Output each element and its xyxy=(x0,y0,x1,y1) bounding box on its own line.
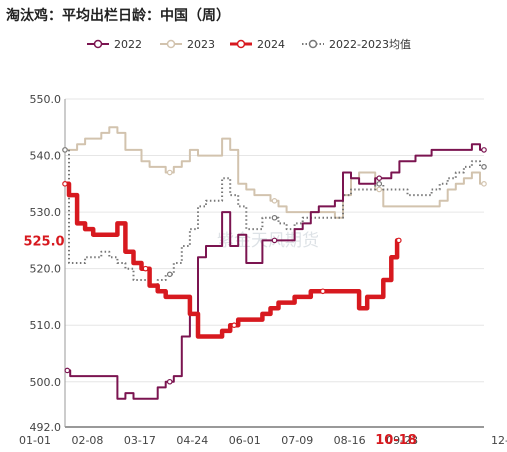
chart-title: 淘汰鸡：平均出栏日龄：中国（周） xyxy=(6,7,230,24)
tick-labels: 492.0 500.0 510.0 520.0 530.0 540.0 550.0 01-01… xyxy=(19,93,507,448)
series-point xyxy=(271,197,278,204)
legend-label: 2023 xyxy=(187,38,215,51)
series-point xyxy=(166,169,173,176)
series-point xyxy=(62,147,68,153)
series-line-2023 xyxy=(65,126,484,219)
series-point xyxy=(320,288,326,295)
series-line-2022-2023均值 xyxy=(65,148,484,287)
series-point xyxy=(376,175,383,181)
legend-label: 2022-2023均值 xyxy=(329,38,411,51)
y-tick-label: 540.0 xyxy=(30,150,62,163)
series-point xyxy=(64,367,71,374)
x-tick-label: 12-31 xyxy=(491,434,507,447)
y-tick-label: 500.0 xyxy=(30,376,62,389)
x-tick-label: 07-09 xyxy=(281,434,313,447)
series-line-2022 xyxy=(67,143,484,400)
x-tick-label: 04-24 xyxy=(176,434,208,447)
x-tick-label: 01-01 xyxy=(19,434,51,447)
legend-item-2022[interactable]: 2022 xyxy=(87,38,142,51)
series-point xyxy=(271,237,278,244)
series-line-2024 xyxy=(65,181,400,339)
axes xyxy=(64,99,484,428)
y-tick-label: 510.0 xyxy=(30,319,62,332)
series-point xyxy=(481,147,487,153)
x-tick-label: 08-16 xyxy=(334,434,366,447)
y-highlight-label: 525.0 xyxy=(23,234,64,249)
x-tick-label: 03-17 xyxy=(124,434,156,447)
y-tick-label: 530.0 xyxy=(30,206,62,219)
series-point xyxy=(376,186,383,193)
x-tick-label-highlight: 10-18 xyxy=(375,433,417,448)
legend-item-2023[interactable]: 2023 xyxy=(160,38,215,51)
legend-marker xyxy=(308,39,318,49)
x-tick-label: 06-01 xyxy=(229,434,261,447)
series-point xyxy=(166,271,173,278)
y-tick-label: 520.0 xyxy=(30,263,62,276)
legend-marker xyxy=(166,39,176,49)
series-layer xyxy=(62,126,487,400)
series-point xyxy=(166,378,173,385)
series-point xyxy=(62,181,68,187)
series-point xyxy=(231,322,238,329)
legend-marker xyxy=(93,39,103,49)
series-point xyxy=(396,237,402,244)
series-point xyxy=(376,181,383,187)
legend[interactable]: 2022 2023 2024 2022-2023均值 xyxy=(87,38,411,51)
y-tick-label: 550.0 xyxy=(30,93,62,106)
legend-marker xyxy=(236,39,246,49)
legend-label: 2022 xyxy=(114,38,142,51)
x-tick-label: 02-08 xyxy=(71,434,103,447)
series-point xyxy=(481,164,487,170)
legend-item-2024[interactable]: 2024 xyxy=(230,38,285,51)
legend-label: 2024 xyxy=(257,38,285,51)
gridlines xyxy=(65,98,484,428)
series-point xyxy=(142,265,149,272)
y-tick-label: 492.0 xyxy=(30,421,62,434)
x-tick-label: 09-23 xyxy=(386,434,418,447)
series-point xyxy=(481,181,487,187)
series-point xyxy=(271,214,278,221)
legend-item-2022-2023均值[interactable]: 2022-2023均值 xyxy=(302,38,411,51)
